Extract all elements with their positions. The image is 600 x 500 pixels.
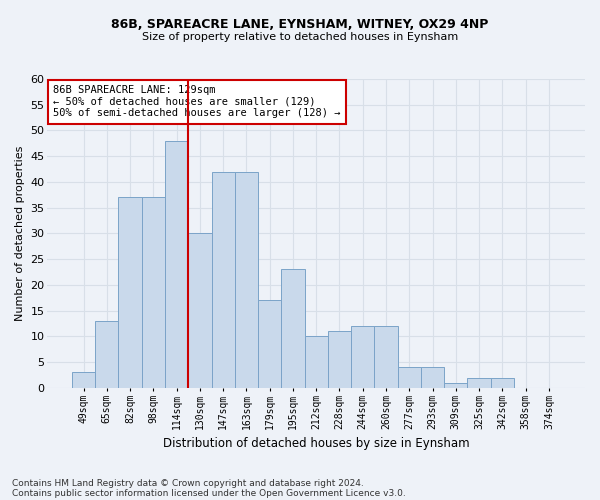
Bar	[351, 326, 374, 388]
Bar	[305, 336, 328, 388]
Text: Size of property relative to detached houses in Eynsham: Size of property relative to detached ho…	[142, 32, 458, 42]
Bar	[258, 300, 281, 388]
Bar	[212, 172, 235, 388]
Bar	[72, 372, 95, 388]
Bar	[165, 141, 188, 388]
Bar	[95, 321, 118, 388]
Bar	[235, 172, 258, 388]
Bar	[398, 368, 421, 388]
Text: Contains public sector information licensed under the Open Government Licence v3: Contains public sector information licen…	[12, 488, 406, 498]
X-axis label: Distribution of detached houses by size in Eynsham: Distribution of detached houses by size …	[163, 437, 470, 450]
Bar	[444, 382, 467, 388]
Bar	[491, 378, 514, 388]
Bar	[328, 331, 351, 388]
Bar	[118, 198, 142, 388]
Bar	[467, 378, 491, 388]
Text: 86B SPAREACRE LANE: 129sqm
← 50% of detached houses are smaller (129)
50% of sem: 86B SPAREACRE LANE: 129sqm ← 50% of deta…	[53, 85, 340, 118]
Bar	[188, 234, 212, 388]
Text: Contains HM Land Registry data © Crown copyright and database right 2024.: Contains HM Land Registry data © Crown c…	[12, 478, 364, 488]
Text: 86B, SPAREACRE LANE, EYNSHAM, WITNEY, OX29 4NP: 86B, SPAREACRE LANE, EYNSHAM, WITNEY, OX…	[112, 18, 488, 30]
Bar	[281, 270, 305, 388]
Bar	[142, 198, 165, 388]
Y-axis label: Number of detached properties: Number of detached properties	[15, 146, 25, 321]
Bar	[374, 326, 398, 388]
Bar	[421, 368, 444, 388]
